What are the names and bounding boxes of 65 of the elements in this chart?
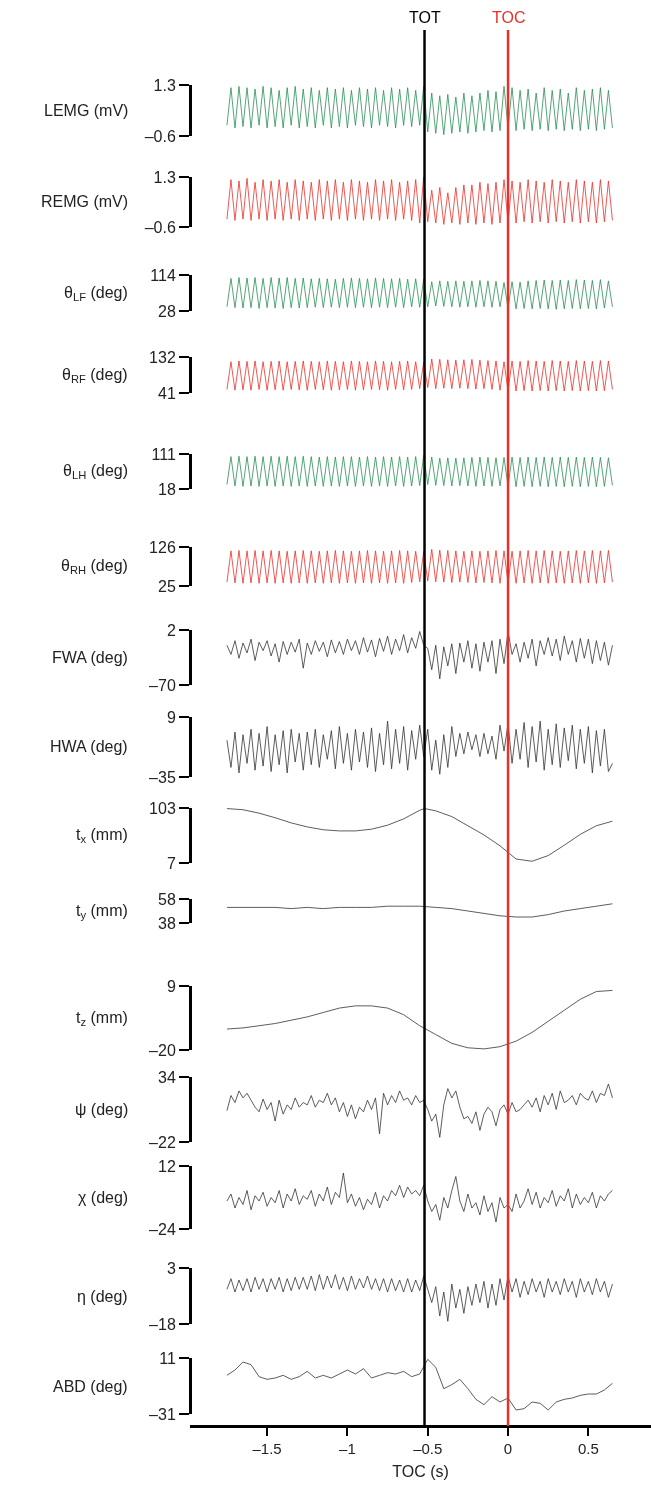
ref-line-label: TOC xyxy=(492,9,526,26)
y-tick-label: 1.3 xyxy=(153,168,176,186)
y-tick-label: 12 xyxy=(158,1157,176,1175)
y-axis-title: t$_{z}$ (mm) xyxy=(76,1009,128,1029)
y-tick-label: 3 xyxy=(166,1259,176,1277)
line-series xyxy=(226,631,613,680)
y-tick-label: 126 xyxy=(149,538,176,556)
y-axis-title: LEMG (mV) xyxy=(44,102,129,119)
y-tick-label: 9 xyxy=(166,977,176,995)
line-series xyxy=(226,1358,613,1411)
y-axis-title: θ$_{RF}$ (deg) xyxy=(62,366,128,386)
y-tick-label: 28 xyxy=(158,302,176,320)
x-axis-title: TOC (s) xyxy=(392,1463,449,1481)
y-tick-label: 38 xyxy=(158,914,176,932)
line-series xyxy=(226,808,613,862)
x-tick-label: –0.5 xyxy=(413,1439,443,1457)
y-tick-label: –35 xyxy=(149,768,176,786)
x-tick-label: –1 xyxy=(339,1439,356,1457)
y-tick-label: –0.6 xyxy=(144,127,176,145)
y-axis-title: θ$_{RH}$ (deg) xyxy=(61,557,128,577)
y-tick-label: 41 xyxy=(158,384,176,402)
y-tick-label: 111 xyxy=(151,445,176,463)
line-series xyxy=(226,903,613,918)
x-tick-label: –1.5 xyxy=(252,1439,282,1457)
y-tick-label: 11 xyxy=(159,1349,176,1367)
ref-line-label: TOT xyxy=(409,9,441,26)
x-tick-label: 0 xyxy=(503,1439,513,1457)
y-axis-title: HWA (deg) xyxy=(50,738,128,755)
y-axis-title: θ$_{LF}$ (deg) xyxy=(64,284,128,304)
y-tick-label: 18 xyxy=(158,480,176,498)
y-tick-label: 34 xyxy=(158,1068,176,1086)
line-series xyxy=(226,455,613,488)
y-tick-label: 9 xyxy=(166,708,176,726)
y-axis-title: θ$_{LH}$ (deg) xyxy=(63,462,129,482)
line-series xyxy=(226,277,613,310)
y-tick-label: –22 xyxy=(149,1133,176,1151)
y-tick-label: 7 xyxy=(166,854,176,872)
y-tick-label: –0.6 xyxy=(144,218,176,236)
y-axis-title: t$_{y}$ (mm) xyxy=(76,902,128,922)
y-axis-title: χ (deg) xyxy=(78,1189,129,1206)
y-tick-label: –24 xyxy=(149,1220,176,1238)
y-tick-label: 114 xyxy=(150,266,176,284)
y-tick-label: 103 xyxy=(149,799,176,817)
x-tick-label: 0.5 xyxy=(577,1439,599,1457)
line-series xyxy=(226,1172,613,1223)
y-tick-label: 1.3 xyxy=(153,76,176,94)
line-series xyxy=(226,990,613,1050)
line-series xyxy=(226,85,613,136)
y-axis-title: t$_{x}$ (mm) xyxy=(76,826,128,846)
y-tick-label: –20 xyxy=(149,1041,176,1059)
line-series xyxy=(226,1274,613,1322)
y-tick-label: –70 xyxy=(149,676,176,694)
y-tick-label: 2 xyxy=(166,621,176,639)
y-axis-title: ψ (deg) xyxy=(75,1101,129,1118)
y-axis-title: η (deg) xyxy=(77,1288,128,1305)
y-tick-label: –31 xyxy=(149,1405,176,1423)
y-axis-title: REMG (mV) xyxy=(41,193,129,210)
y-tick-label: 58 xyxy=(158,890,176,908)
y-tick-label: 132 xyxy=(149,348,176,366)
line-series xyxy=(226,720,613,775)
y-axis-title: ABD (deg) xyxy=(53,1378,128,1395)
line-series xyxy=(226,1083,613,1138)
y-tick-label: –18 xyxy=(149,1315,176,1333)
y-axis-title: FWA (deg) xyxy=(52,649,128,666)
y-tick-label: 25 xyxy=(158,577,176,595)
